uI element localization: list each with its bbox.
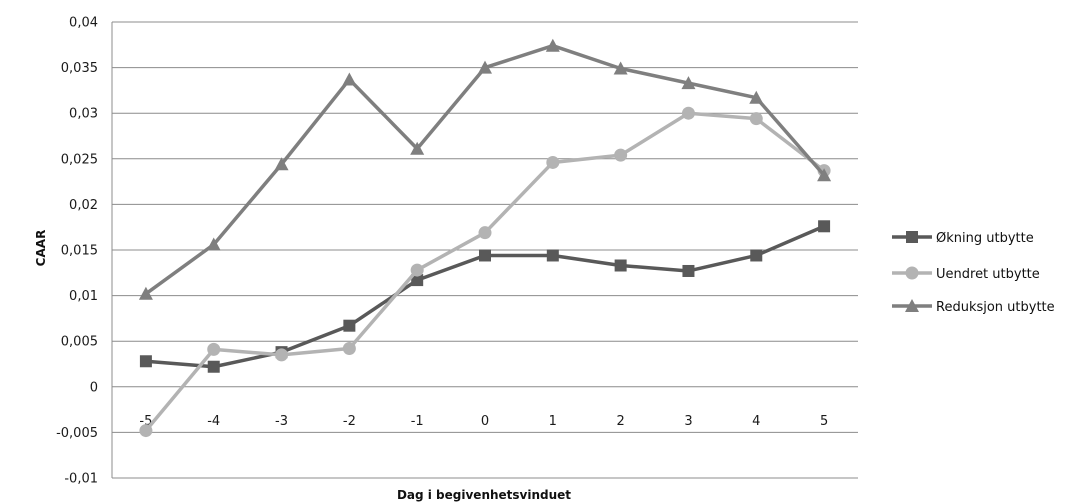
data-point	[478, 226, 492, 240]
legend-item: Uendret utbytte	[892, 266, 1040, 282]
data-point	[342, 341, 356, 355]
y-tick-label: 0,015	[61, 244, 98, 259]
y-axis-ticks: -0,01 -0,005 0 0,005 0,01 0,015 0,02 0,025 0,03 0…	[56, 16, 98, 487]
y-tick-label: 0,04	[69, 16, 98, 31]
x-tick-label: -3	[275, 414, 288, 429]
data-point	[750, 249, 763, 262]
data-point	[207, 360, 220, 373]
data-point	[546, 249, 559, 262]
data-series	[138, 38, 832, 438]
data-point	[275, 348, 289, 362]
data-point	[342, 72, 357, 86]
y-tick-label: -0,01	[64, 472, 98, 487]
series-2	[139, 106, 831, 438]
data-point	[681, 106, 695, 120]
data-point	[681, 76, 696, 90]
x-tick-label: 4	[752, 414, 760, 429]
legend-marker	[905, 299, 919, 312]
data-point	[139, 424, 153, 438]
y-tick-label: 0,005	[61, 335, 98, 350]
x-tick-label: 3	[684, 414, 692, 429]
y-tick-label: 0,035	[61, 61, 98, 76]
legend-marker	[905, 266, 919, 280]
data-point	[138, 286, 153, 300]
data-point	[749, 90, 764, 104]
x-tick-label: -2	[343, 414, 356, 429]
legend-label: Økning utbytte	[936, 231, 1034, 246]
y-axis-title: CAAR	[34, 230, 48, 267]
x-tick-label: 2	[616, 414, 624, 429]
legend-label: Uendret utbytte	[936, 267, 1040, 282]
y-tick-label: 0,02	[69, 198, 98, 213]
x-axis-title: Dag i begivenhetsvinduet	[397, 488, 571, 502]
legend-item: Reduksjon utbytte	[892, 299, 1055, 315]
series-line	[145, 224, 825, 369]
series-line	[144, 111, 826, 432]
data-point	[479, 249, 491, 262]
y-tick-label: -0,005	[56, 426, 98, 441]
data-point	[614, 259, 627, 272]
series-3	[138, 38, 832, 300]
data-point	[545, 38, 560, 52]
data-point	[206, 237, 221, 251]
data-point	[613, 61, 628, 75]
data-point	[817, 168, 832, 182]
data-point	[749, 112, 763, 126]
y-tick-label: 0,03	[69, 107, 98, 122]
x-tick-label: 5	[820, 414, 828, 429]
data-point	[411, 274, 424, 287]
data-point	[818, 220, 831, 233]
data-point	[410, 263, 424, 277]
y-tick-label: 0	[90, 380, 98, 395]
data-point	[478, 60, 492, 74]
data-point	[139, 355, 152, 368]
x-tick-label: -1	[411, 414, 424, 429]
legend-item: Økning utbytte	[892, 231, 1034, 246]
data-point	[274, 157, 289, 171]
series-1	[139, 220, 831, 373]
legend: Økning utbytte Uendret utbytte Reduksjon u…	[892, 231, 1055, 315]
data-point	[410, 141, 425, 155]
legend-marker	[906, 231, 918, 243]
data-point	[682, 264, 695, 277]
legend-label: Reduksjon utbytte	[936, 300, 1055, 315]
data-point	[343, 319, 356, 332]
x-tick-label: 0	[481, 414, 489, 429]
data-point	[614, 148, 628, 162]
y-tick-label: 0,01	[69, 289, 98, 304]
y-tick-label: 0,025	[61, 152, 98, 167]
x-tick-label: -4	[207, 414, 220, 429]
x-axis-ticks: -5 -4 -3 -2 -1 0 1 2 3 4 5	[139, 414, 828, 429]
data-point	[546, 155, 560, 169]
data-point	[207, 342, 221, 356]
x-tick-label: 1	[549, 414, 557, 429]
